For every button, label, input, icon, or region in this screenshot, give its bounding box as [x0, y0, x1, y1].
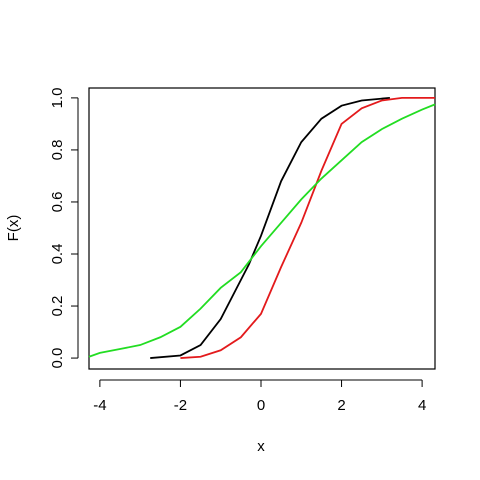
- y-axis-label: F(x): [5, 215, 22, 242]
- ecdf-line: [150, 96, 390, 359]
- x-tick-label: 2: [337, 397, 345, 414]
- y-tick-label: 0.0: [49, 348, 66, 369]
- y-tick-label: 1.0: [49, 87, 66, 108]
- x-axis-label: x: [257, 438, 265, 455]
- x-tick-label: -2: [174, 397, 187, 414]
- ecdf-line: [180, 96, 435, 359]
- x-tick-label: -4: [93, 397, 106, 414]
- ecdf-line: [88, 103, 436, 358]
- y-tick-label: 0.8: [49, 139, 66, 160]
- x-tick-label: 0: [257, 397, 265, 414]
- plot-frame: [88, 87, 436, 370]
- y-tick-label: 0.2: [49, 296, 66, 317]
- x-tick-label: 4: [418, 397, 426, 414]
- y-tick-label: 0.4: [49, 244, 66, 265]
- y-tick-label: 0.6: [49, 192, 66, 213]
